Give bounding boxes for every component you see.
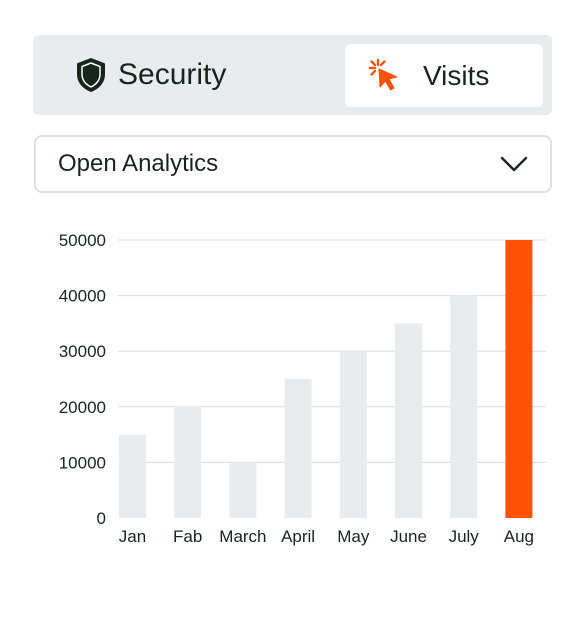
x-tick-label: July — [449, 527, 480, 546]
y-tick-label: 40000 — [59, 287, 106, 306]
tab-visits[interactable]: Visits — [345, 44, 543, 107]
x-tick-label: Jan — [119, 527, 146, 546]
x-tick-label: May — [337, 527, 370, 546]
tab-security-label: Security — [118, 58, 227, 91]
tab-visits-label: Visits — [423, 59, 490, 91]
bar-july — [450, 295, 478, 518]
bar-june — [395, 323, 422, 518]
bar-aug — [505, 240, 533, 518]
tab-security[interactable]: Security — [73, 55, 226, 95]
y-tick-label: 30000 — [59, 342, 106, 361]
y-tick-label: 10000 — [59, 453, 106, 472]
analytics-dropdown[interactable]: Open Analytics — [34, 135, 552, 193]
cursor-click-icon — [367, 58, 403, 94]
dropdown-label: Open Analytics — [58, 150, 219, 177]
bar-march — [229, 462, 257, 518]
bar-may — [339, 351, 367, 518]
tab-bar: Security Visits — [33, 35, 552, 115]
bar-jan — [119, 434, 146, 518]
visits-bar-chart: 0 10000 20000 30000 40000 50000 Jan Fab March Apr… — [59, 231, 546, 546]
x-tick-label: Aug — [504, 527, 534, 546]
chevron-down-icon — [500, 154, 528, 174]
x-tick-label: April — [281, 527, 315, 546]
y-tick-label: 50000 — [59, 231, 106, 250]
y-tick-label: 0 — [97, 509, 106, 528]
shield-icon — [73, 57, 109, 93]
x-tick-label: June — [390, 527, 427, 546]
bar-fab — [174, 406, 202, 518]
bar-april — [284, 379, 312, 518]
y-tick-label: 20000 — [59, 398, 106, 417]
x-tick-label: March — [219, 527, 266, 546]
x-tick-label: Fab — [173, 527, 202, 546]
